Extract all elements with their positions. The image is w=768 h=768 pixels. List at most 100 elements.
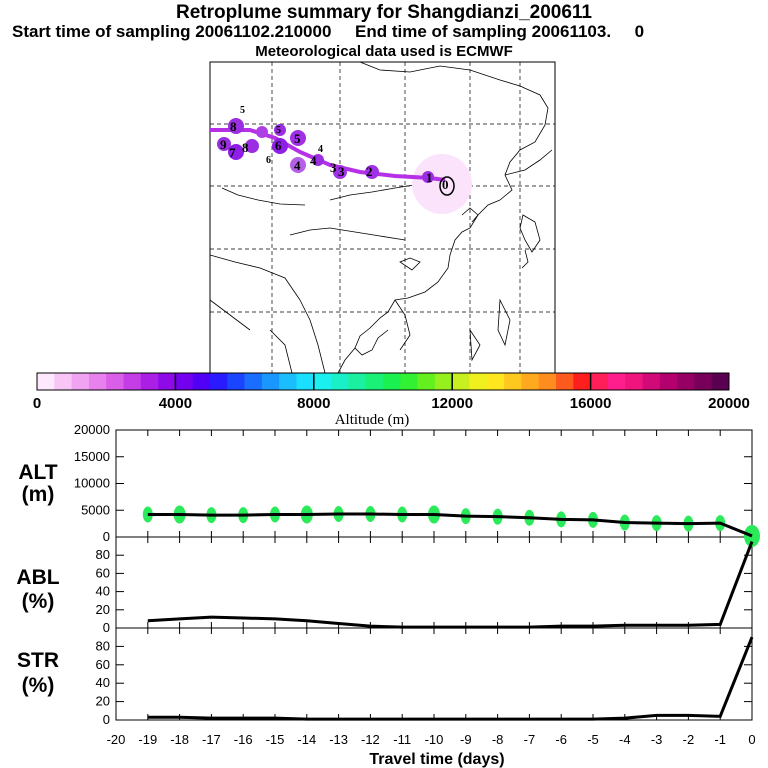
colorbar-swatch — [54, 373, 72, 390]
colorbar-swatch — [434, 373, 453, 390]
y-tick-label: 80 — [96, 547, 110, 562]
colorbar-swatch — [556, 373, 574, 390]
y-tick-label: 60 — [96, 565, 110, 580]
alt-panel: ALT (m) 20000 15000 10000 5000 0 — [18, 422, 753, 544]
colorbar-swatch — [607, 373, 626, 390]
y-tick-label: 0 — [103, 529, 110, 544]
map-label: 4 — [294, 158, 301, 173]
map-label: 6 — [275, 138, 282, 153]
map-label: 8 — [242, 140, 249, 155]
colorbar-swatch — [417, 373, 436, 390]
y-tick-label: 80 — [96, 638, 110, 653]
map-label: 3 — [338, 164, 345, 179]
colorbar-swatch — [140, 373, 159, 390]
colorbar-tick-label: 0 — [33, 395, 41, 412]
y-tick-label: 0 — [103, 712, 110, 727]
y-tick-label: 20000 — [74, 422, 110, 437]
y-tick-label: 20 — [96, 602, 110, 617]
plume-halo — [412, 154, 472, 214]
colorbar-tick-label: 4000 — [159, 395, 192, 412]
chart-subtitle: Start time of sampling 20061102.210000 E… — [12, 22, 645, 41]
plume-track — [210, 118, 472, 214]
y-tick-label: 0 — [103, 620, 110, 635]
colorbar-swatch — [711, 373, 730, 390]
str-line — [147, 636, 754, 721]
colorbar-swatch — [348, 373, 366, 390]
colorbar-swatch — [313, 373, 332, 390]
colorbar-swatch — [88, 373, 107, 390]
colorbar-swatch — [71, 373, 90, 390]
y-tick-label: 40 — [96, 675, 110, 690]
colorbar-swatch — [625, 373, 643, 390]
colorbar: 0 4000 8000 12000 16000 20000 — [33, 372, 750, 412]
str-series — [147, 636, 754, 721]
colorbar-swatch — [400, 373, 418, 390]
colorbar-swatch — [106, 373, 124, 390]
x-tick-label: -18 — [170, 732, 189, 747]
y-tick-label: 60 — [96, 657, 110, 672]
y-tick-label: 15000 — [74, 449, 110, 464]
abl-line — [147, 541, 754, 629]
alt-label: ALT — [18, 461, 57, 484]
colorbar-swatch — [469, 373, 488, 390]
x-tick-label: -10 — [425, 732, 444, 747]
alt-series — [142, 505, 760, 547]
x-tick-label: -3 — [651, 732, 663, 747]
str-unit: (%) — [22, 674, 55, 697]
colorbar-swatch — [365, 373, 384, 390]
colorbar-tick-label: 12000 — [431, 395, 473, 412]
colorbar-tick-label: 16000 — [570, 395, 612, 412]
colorbar-tick-label: 20000 — [708, 395, 750, 412]
x-tick-label: 0 — [748, 732, 755, 747]
x-tick-label: -15 — [266, 732, 285, 747]
colorbar-swatch — [452, 373, 470, 390]
alt-line — [147, 512, 753, 538]
x-axis: -20 -19 -18 -17 -16 -15 -14 -13 -12 -11 -10 -9 -8 -7-… — [107, 430, 756, 747]
colorbar-swatch — [504, 373, 522, 390]
colorbar-swatch — [642, 373, 661, 390]
str-panel: STR (%) 80 60 40 20 0 — [17, 627, 753, 727]
x-tick-label: -6 — [555, 732, 567, 747]
colorbar-swatch — [331, 373, 349, 390]
colorbar-swatch — [192, 373, 211, 390]
abl-label: ABL — [16, 566, 59, 589]
station-marker: 0 — [442, 177, 449, 192]
colorbar-swatch — [677, 373, 695, 390]
colorbar-swatch — [123, 373, 142, 390]
map-gridlines — [210, 62, 555, 373]
map-label: 5 — [294, 131, 301, 146]
map-label: 5 — [240, 105, 245, 116]
colorbar-swatch — [573, 373, 591, 390]
abl-panel: ABL (%) 80 60 40 20 0 — [16, 536, 753, 635]
colorbar-swatch — [158, 373, 176, 390]
y-tick-label: 20 — [96, 694, 110, 709]
colorbar-swatch — [486, 373, 505, 390]
map-label: 7 — [229, 145, 236, 160]
y-tick-label: 10000 — [74, 476, 110, 491]
x-axis-label: Travel time (days) — [369, 751, 504, 768]
x-tick-label: -17 — [202, 732, 221, 747]
y-tick-label: 5000 — [81, 502, 110, 517]
map-label: 9 — [220, 137, 227, 152]
x-tick-label: -13 — [329, 732, 348, 747]
x-tick-label: -19 — [138, 732, 157, 747]
colorbar-swatch — [590, 373, 609, 390]
x-tick-label: -8 — [492, 732, 504, 747]
colorbar-tick-label: 8000 — [297, 395, 330, 412]
x-tick-label: -20 — [107, 732, 126, 747]
alt-unit: (m) — [22, 483, 55, 506]
colorbar-swatch — [659, 373, 678, 390]
str-axes — [115, 627, 753, 721]
x-tick-label: -7 — [524, 732, 536, 747]
map-label: 4 — [310, 153, 317, 168]
colorbar-swatch — [694, 373, 712, 390]
map-label: 8 — [230, 119, 237, 134]
x-tick-label: -5 — [587, 732, 599, 747]
x-tick-label: -4 — [619, 732, 631, 747]
map-coastlines — [209, 61, 553, 374]
met-note: Meteorological data used is ECMWF — [255, 43, 513, 60]
map-label: 3 — [330, 160, 337, 175]
colorbar-swatch — [261, 373, 280, 390]
map-panel: 1 2 3 3 4 4 5 5 6 7 8 8 9 0 4 5 6 — [209, 61, 556, 374]
